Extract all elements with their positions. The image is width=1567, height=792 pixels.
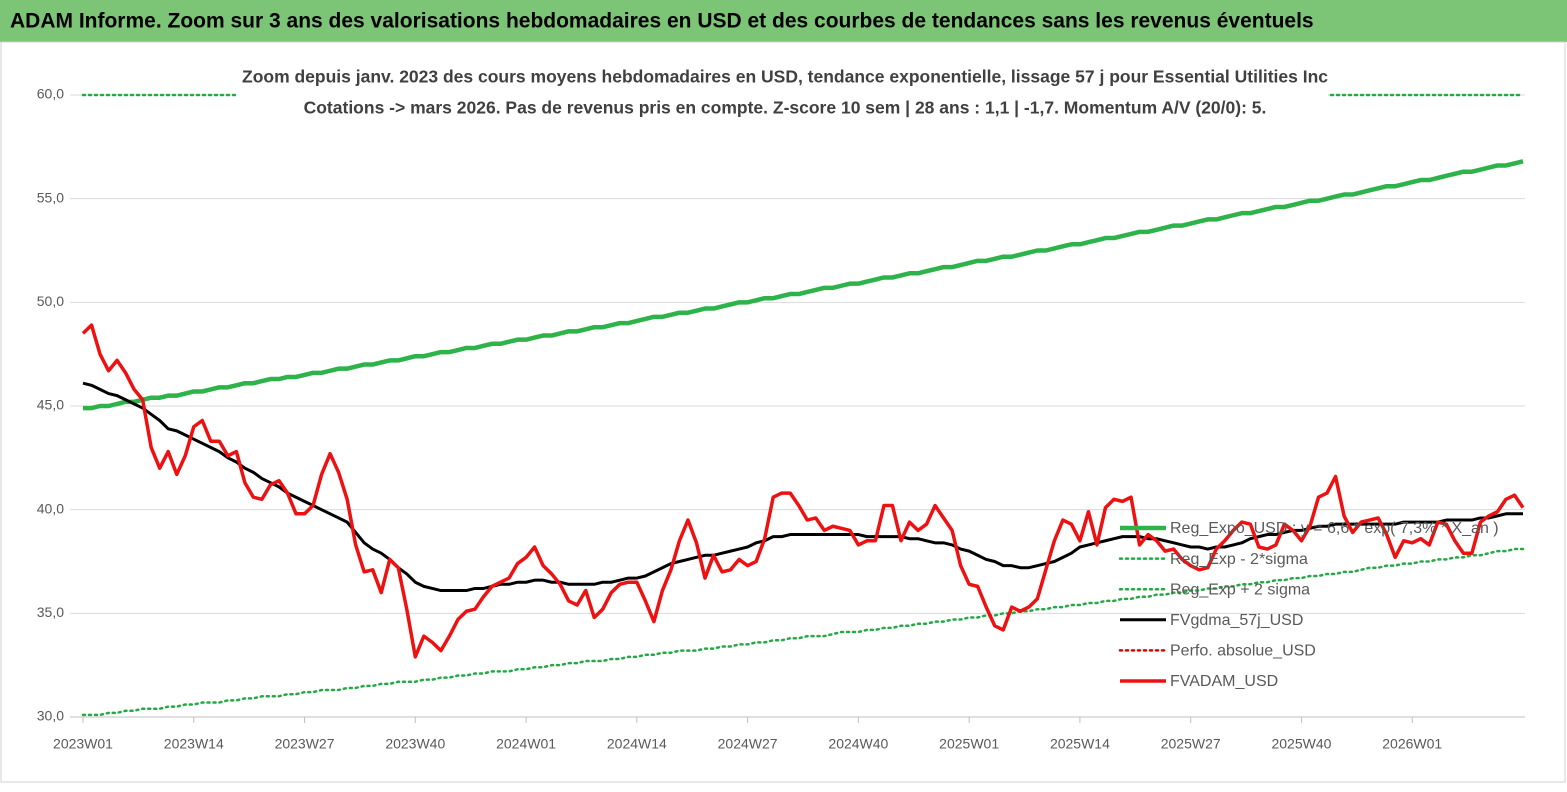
x-tick-label: 2023W40 bbox=[385, 736, 445, 752]
x-tick-label: 2025W40 bbox=[1271, 736, 1331, 752]
legend: Reg_Expo_USD : y = 6,6 * exp( 7,3% * X_a… bbox=[1118, 520, 1499, 690]
legend-label: FVgdma_57j_USD bbox=[1170, 612, 1303, 629]
x-tick-label: 2024W14 bbox=[607, 736, 667, 752]
y-tick-label: 35,0 bbox=[37, 604, 64, 620]
subtitle-box bbox=[236, 62, 1328, 124]
y-tick-label: 60,0 bbox=[37, 86, 64, 102]
x-tick-label: 2025W01 bbox=[939, 736, 999, 752]
x-tick-label: 2025W14 bbox=[1050, 736, 1110, 752]
series-line bbox=[81, 547, 1525, 717]
series-line bbox=[82, 381, 1523, 593]
x-tick-label: 2024W01 bbox=[496, 736, 556, 752]
x-tick-label: 2024W27 bbox=[718, 736, 778, 752]
x-tick-label: 2023W14 bbox=[164, 736, 224, 752]
y-tick-label: 50,0 bbox=[37, 293, 64, 309]
legend-label: Reg_Expo_USD : y = 6,6 * exp( 7,3% * X_a… bbox=[1170, 520, 1499, 537]
y-tick-label: 55,0 bbox=[37, 189, 64, 205]
x-tick-label: 2026W01 bbox=[1382, 736, 1442, 752]
legend-label: Perfo. absolue_USD bbox=[1170, 643, 1316, 660]
x-tick-label: 2023W27 bbox=[275, 736, 335, 752]
legend-label: FVADAM_USD bbox=[1170, 673, 1278, 690]
subtitle-line: Zoom depuis janv. 2023 des cours moyens … bbox=[242, 67, 1328, 87]
y-tick-label: 30,0 bbox=[37, 708, 64, 724]
chart-title: ADAM Informe. Zoom sur 3 ans des valoris… bbox=[10, 10, 1314, 33]
header-band bbox=[0, 0, 1567, 42]
series-line bbox=[83, 159, 1524, 411]
legend-label: Reg_Exp - 2*sigma bbox=[1170, 551, 1308, 568]
y-tick-label: 40,0 bbox=[37, 500, 64, 516]
y-tick-label: 45,0 bbox=[37, 397, 64, 413]
series-line bbox=[81, 323, 1525, 659]
x-tick-label: 2024W40 bbox=[828, 736, 888, 752]
plot-area: 30,0 35,0 40,0 45,0 50,0 55,0 60,0 2023W01 2023W… bbox=[37, 86, 1525, 752]
legend-label: Reg_Exp + 2 sigma bbox=[1170, 581, 1310, 598]
x-tick-label: 2025W27 bbox=[1161, 736, 1221, 752]
subtitle-line: Cotations -> mars 2026. Pas de revenus p… bbox=[304, 98, 1267, 118]
chart-frame bbox=[0, 41, 1566, 783]
x-tick-label: 2023W01 bbox=[53, 736, 113, 752]
